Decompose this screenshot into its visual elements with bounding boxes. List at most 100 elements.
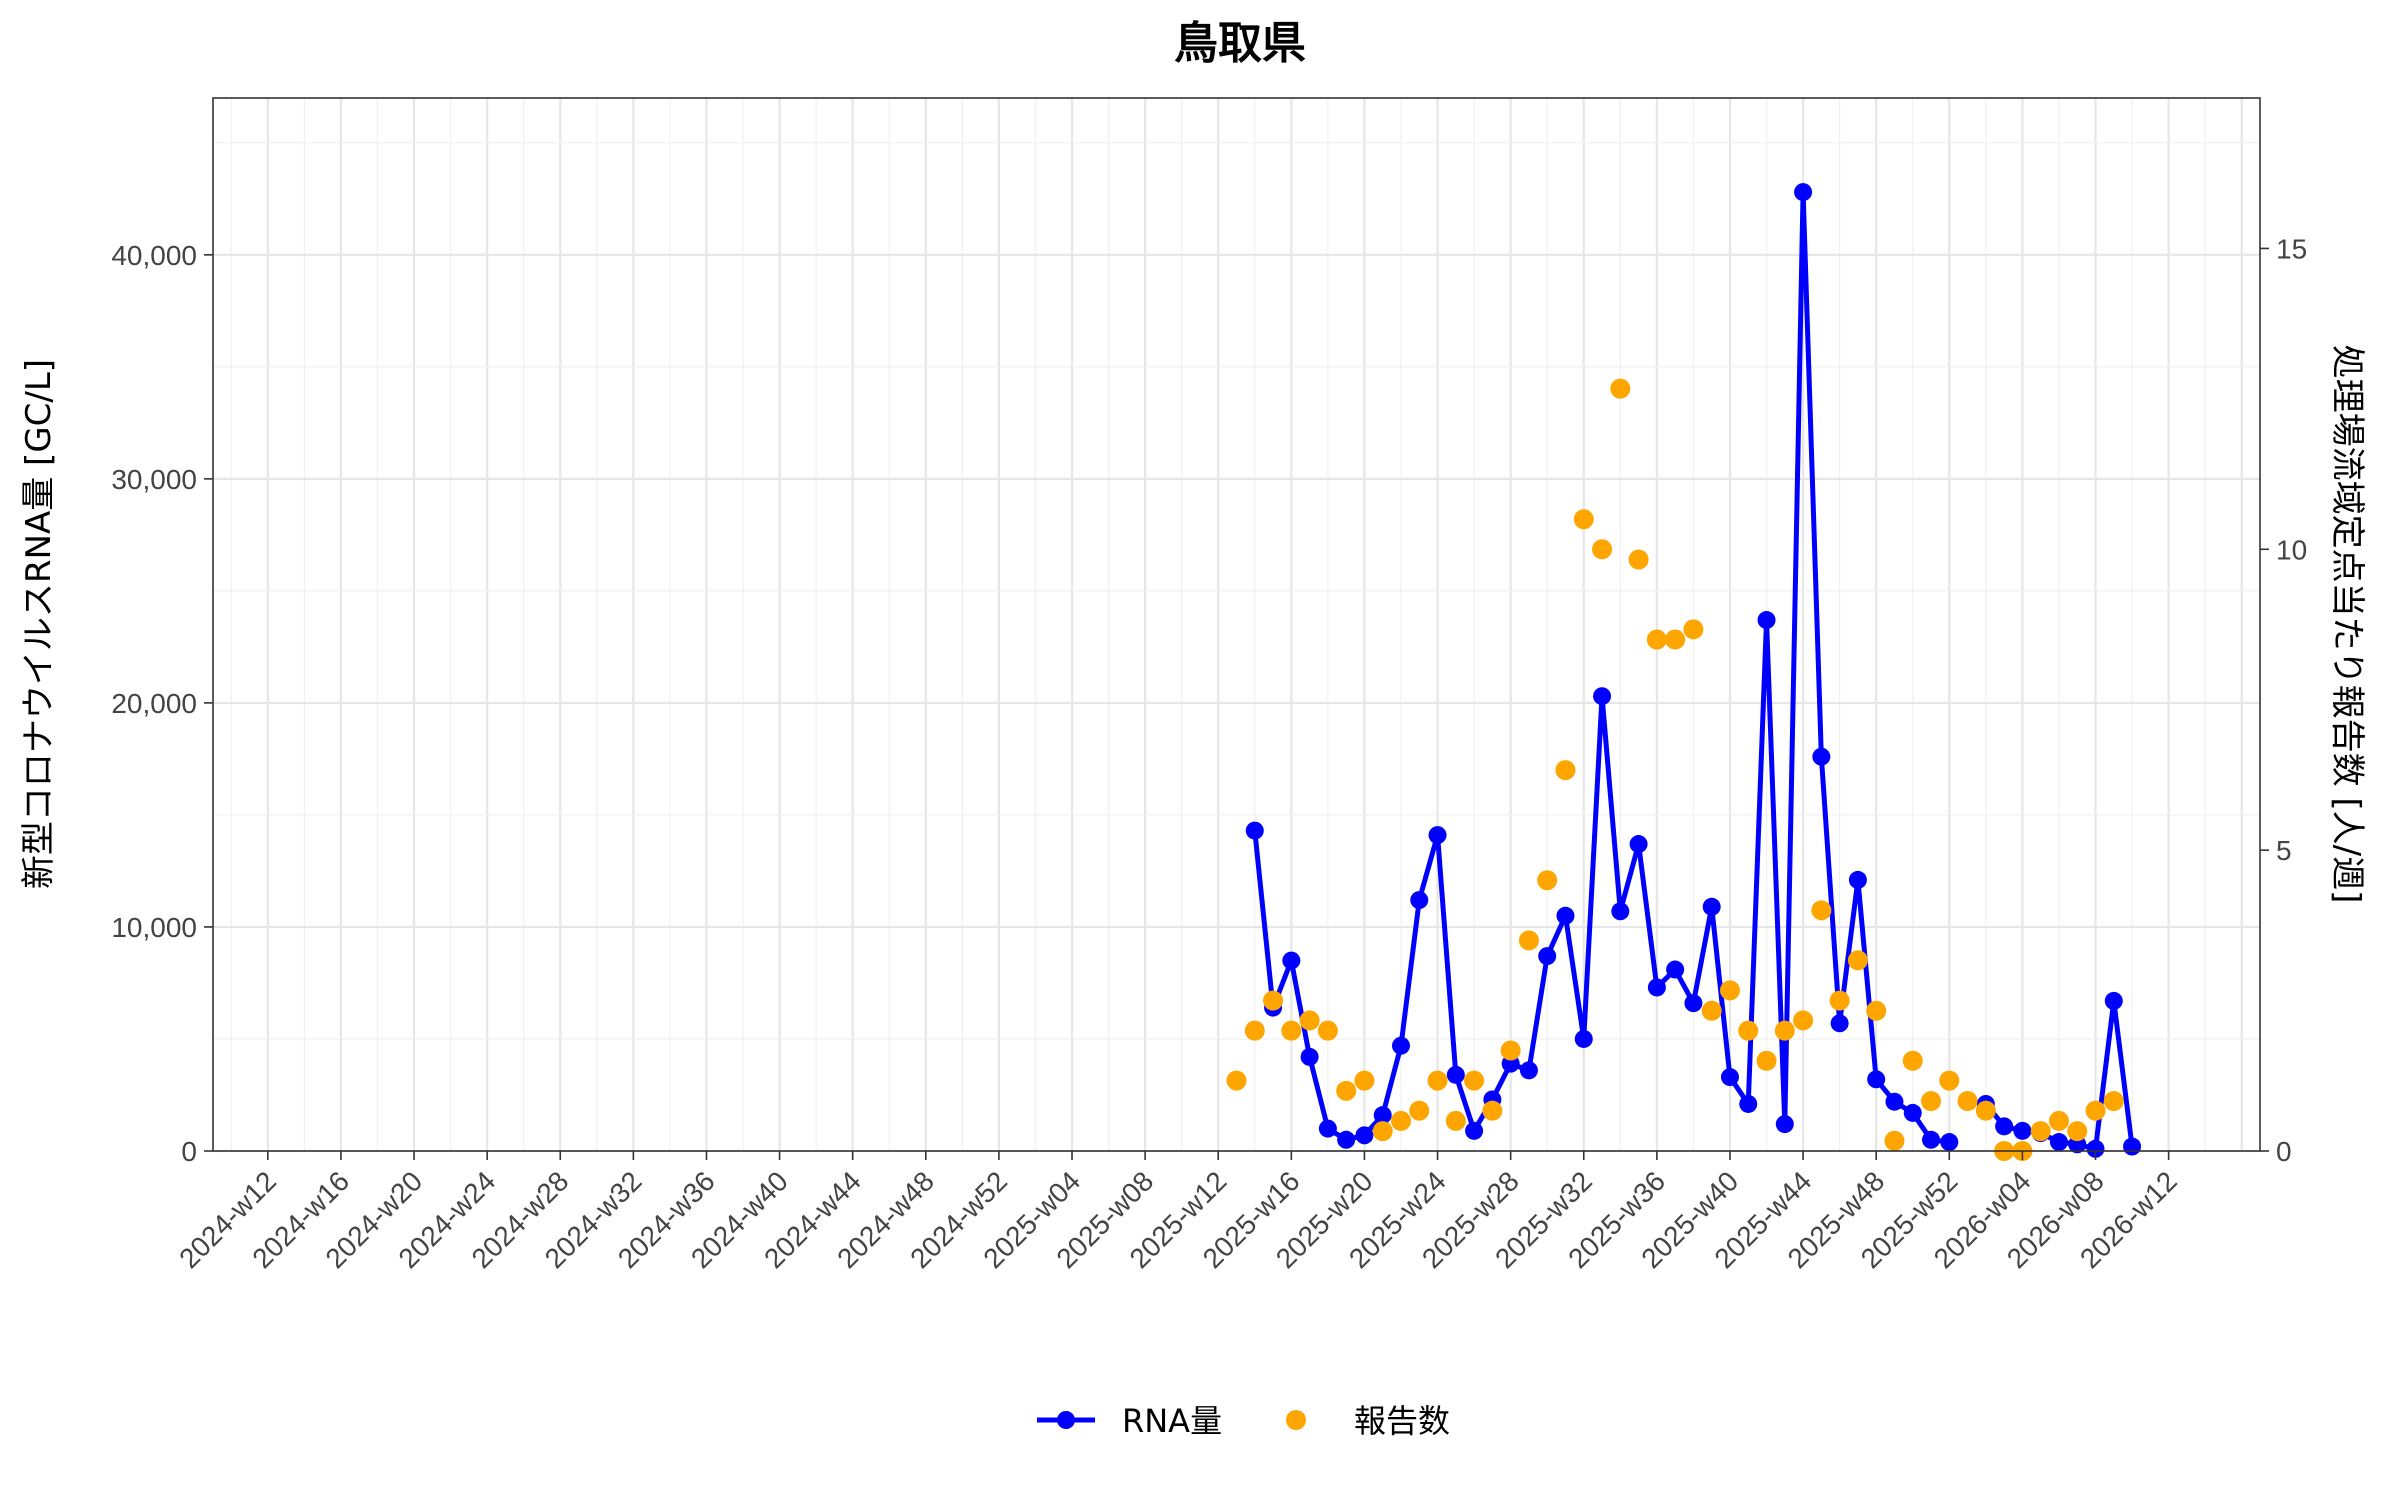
report-data-point (1573, 509, 1594, 530)
grid (213, 98, 2260, 1153)
report-data-point (1665, 629, 1686, 650)
report-data-point (1281, 1020, 1302, 1041)
rna-data-point (1684, 994, 1703, 1013)
rna-data-point (1629, 835, 1648, 854)
report-data-point (1390, 1110, 1411, 1131)
report-data-point (1555, 760, 1576, 781)
y-axis-right-title: 処理場流域定点当たり報告数 [人/週] (2327, 345, 2367, 904)
report-data-point (1372, 1121, 1393, 1142)
rna-data-point (1775, 1115, 1794, 1134)
chart-title: 鳥取県 (1174, 18, 1306, 69)
rna-data-point (1848, 870, 1867, 889)
rna-data-point (1574, 1029, 1593, 1048)
report-data-point (1628, 549, 1649, 570)
rna-data-point (1282, 951, 1301, 970)
report-data-point (1774, 1020, 1795, 1041)
rna-data-point (1757, 611, 1776, 630)
report-data-point (1610, 378, 1631, 399)
rna-data-point (1702, 897, 1721, 916)
y-right-tick-label: 10 (2276, 534, 2307, 565)
x-axis: 2024-w122024-w162024-w202024-w242024-w28… (173, 1151, 2183, 1274)
report-data-point (1427, 1070, 1448, 1091)
report-data-point (1939, 1070, 1960, 1091)
report-data-point (1975, 1100, 1996, 1121)
report-data-point (1226, 1070, 1247, 1091)
report-data-point (1701, 1000, 1722, 1021)
report-data-point (1518, 930, 1539, 951)
report-data-point (1244, 1020, 1265, 1041)
plot-background (213, 98, 2260, 1151)
rna-data-point (1794, 183, 1813, 202)
report-data-point (1336, 1080, 1357, 1101)
report-data-point (1354, 1070, 1375, 1091)
rna-data-point (1867, 1070, 1886, 1089)
report-series (1226, 378, 2124, 1161)
rna-data-point (1885, 1092, 1904, 1111)
rna-data-point (1355, 1126, 1374, 1145)
y-right-tick-label: 5 (2276, 835, 2292, 866)
y-left-tick-label: 30,000 (111, 464, 197, 495)
legend-report-swatch-dot (1286, 1410, 1306, 1430)
report-data-point (1921, 1091, 1942, 1112)
report-data-point (1500, 1040, 1521, 1061)
report-data-point (1592, 539, 1613, 560)
report-data-point (1409, 1100, 1430, 1121)
report-data-point (1537, 870, 1558, 891)
report-data-point (2030, 1121, 2051, 1142)
report-data-point (1482, 1100, 1503, 1121)
rna-data-point (1410, 891, 1429, 910)
rna-data-point (1337, 1130, 1356, 1149)
rna-data-point (2123, 1137, 2142, 1156)
y-left-tick-label: 40,000 (111, 240, 197, 271)
report-data-point (1957, 1091, 1978, 1112)
y-axis-right: 0 5 10 15 (2260, 233, 2307, 1167)
rna-data-point (1812, 747, 1831, 766)
report-data-point (1756, 1050, 1777, 1071)
plot-border (212, 97, 2261, 1152)
report-data-point (1811, 900, 1832, 921)
report-data-point (1884, 1130, 1905, 1151)
report-data-point (1263, 990, 1284, 1011)
rna-data-point (1593, 687, 1612, 706)
rna-data-point (1647, 978, 1666, 997)
y-left-tick-label: 0 (181, 1136, 197, 1167)
rna-data-point (1245, 821, 1264, 840)
rna-data-point (1318, 1119, 1337, 1138)
rna-data-point (1922, 1130, 1941, 1149)
y-left-tick-label: 10,000 (111, 912, 197, 943)
rna-data-point (1940, 1133, 1959, 1152)
report-data-point (1902, 1050, 1923, 1071)
rna-data-point (1830, 1014, 1849, 1033)
rna-data-point (2049, 1133, 2068, 1152)
rna-data-point (2013, 1121, 2032, 1140)
report-data-point (1738, 1020, 1759, 1041)
legend: RNA量 報告数 (1037, 1402, 1450, 1440)
legend-rna-swatch-dot (1057, 1411, 1075, 1429)
rna-data-point (1556, 906, 1575, 925)
report-data-point (1829, 990, 1850, 1011)
y-axis-left-title: 新型コロナウイルスRNA量 [GC/L] (19, 359, 59, 889)
rna-data-point (1519, 1061, 1538, 1080)
legend-report-label: 報告数 (1354, 1402, 1450, 1440)
legend-rna-label: RNA量 (1122, 1402, 1222, 1440)
report-data-point (1646, 629, 1667, 650)
report-data-point (1683, 619, 1704, 640)
rna-data-point (1995, 1117, 2014, 1136)
rna-data-point (1611, 902, 1630, 921)
rna-data-point (1666, 960, 1685, 979)
rna-data-point (1300, 1047, 1319, 1066)
rna-data-point (1538, 947, 1557, 966)
report-data-point (1847, 950, 1868, 971)
rna-data-point (1391, 1036, 1410, 1055)
y-right-tick-label: 0 (2276, 1136, 2292, 1167)
rna-data-point (2104, 991, 2123, 1010)
rna-data-point (1373, 1106, 1392, 1125)
rna-data-point (1903, 1103, 1922, 1122)
rna-data-point (1428, 826, 1447, 845)
y-left-tick-label: 20,000 (111, 688, 197, 719)
report-data-point (2067, 1121, 2088, 1142)
rna-data-point (1739, 1094, 1758, 1113)
report-data-point (2085, 1100, 2106, 1121)
report-data-point (1445, 1110, 1466, 1131)
